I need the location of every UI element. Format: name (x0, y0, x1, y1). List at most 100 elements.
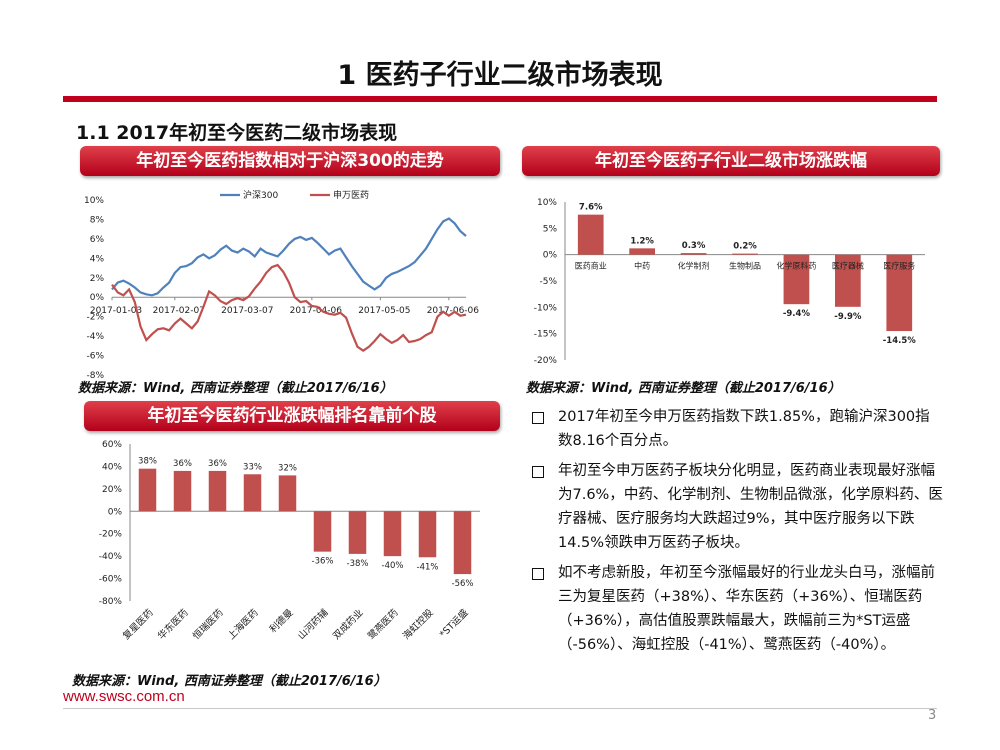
data-label: 38% (138, 457, 157, 467)
bar (453, 511, 472, 575)
bar (348, 511, 367, 554)
data-label: 32% (278, 463, 297, 473)
data-label: 0.2% (733, 242, 757, 252)
checkbox-icon (532, 412, 544, 424)
bar (138, 468, 157, 512)
data-label: 36% (173, 459, 192, 469)
x-tick-label: 2017-03-07 (221, 306, 273, 316)
category-label: 山河药辅 (295, 606, 331, 642)
data-label: -9.9% (834, 312, 862, 322)
data-label: -56% (452, 579, 474, 589)
data-label: -36% (312, 557, 334, 567)
bullet-list: 2017年初至今申万医药指数下跌1.85%，跑输沪深300指数8.16个百分点。… (528, 405, 943, 663)
y-tick-label: -8% (86, 371, 104, 380)
page-number: 3 (928, 708, 937, 723)
bar (313, 511, 332, 552)
data-label: 36% (208, 459, 227, 469)
series-line-申万医药 (111, 263, 467, 353)
x-tick-label: 2017-01-03 (90, 306, 142, 316)
sector-chart-source: 数据来源：Wind, 西南证券整理（截止2017/6/16） (526, 381, 841, 396)
y-tick-label: 10% (84, 196, 104, 206)
bar (835, 254, 861, 307)
category-label: 医疗服务 (883, 261, 915, 271)
bar (243, 474, 262, 512)
x-tick-label: 2017-06-06 (427, 306, 480, 316)
bar (783, 254, 810, 305)
y-tick-label: -5% (539, 277, 557, 287)
legend-label: 沪深300 (243, 189, 278, 201)
y-tick-label: 4% (90, 254, 105, 264)
category-label: 鹭燕医药 (365, 607, 400, 642)
checkbox-icon (532, 466, 544, 478)
category-label: 华东医药 (155, 607, 190, 642)
data-label: -9.4% (783, 309, 811, 319)
data-label: -14.5% (883, 336, 916, 346)
y-tick-label: -10% (534, 303, 558, 313)
category-label: 恒瑞医药 (190, 607, 225, 642)
bullet-item: 年初至今申万医药子板块分化明显，医药商业表现最好涨幅为7.6%，中药、化学制剂、… (528, 459, 943, 555)
y-tick-label: 0% (543, 251, 558, 261)
category-label: 利德曼 (267, 606, 296, 635)
y-tick-label: -60% (99, 575, 123, 585)
y-tick-label: -6% (86, 352, 104, 362)
bullet-item: 2017年初至今申万医药指数下跌1.85%，跑输沪深300指数8.16个百分点。 (528, 405, 943, 453)
stock-chart-banner: 年初至今医药行业涨跌幅排名靠前个股 (84, 401, 500, 431)
y-tick-label: 8% (90, 215, 105, 225)
title-underline (63, 96, 937, 102)
sector-chart-banner: 年初至今医药子行业二级市场涨跌幅 (522, 146, 940, 176)
y-tick-label: 5% (543, 224, 558, 234)
y-tick-label: -80% (99, 597, 123, 607)
category-label: 化学原料药 (776, 261, 816, 271)
category-label: 复星医药 (120, 607, 155, 642)
category-label: 生物制品 (729, 261, 761, 271)
bar (629, 248, 655, 255)
bar (577, 214, 604, 255)
bar (208, 470, 227, 512)
website-link[interactable]: www.swsc.com.cn (63, 688, 185, 705)
line-chart-banner: 年初至今医药指数相对于沪深300的走势 (80, 146, 500, 176)
section-heading: 1.1 2017年初至今医药二级市场表现 (76, 122, 398, 144)
data-label: 33% (243, 462, 262, 472)
y-tick-label: 20% (102, 485, 122, 495)
x-tick-label: 2017-05-05 (358, 306, 410, 316)
bar (732, 253, 758, 255)
line-chart-source: 数据来源：Wind, 西南证券整理（截止2017/6/16） (78, 381, 393, 396)
y-tick-label: 2% (90, 274, 105, 284)
line-chart: 10% 8% 6% 4% 2% 0% -2% -4% -6% -8% 2017-01-03 2017-… (84, 189, 480, 380)
y-tick-label: 0% (108, 507, 123, 517)
data-label: 1.2% (630, 236, 654, 246)
y-tick-label: 60% (102, 440, 122, 450)
bar (886, 254, 913, 332)
data-label: 0.3% (682, 241, 706, 251)
stock-chart-source: 数据来源：Wind, 西南证券整理（截止2017/6/16） (72, 674, 387, 689)
stock-bar-chart: 60% 40% 20% 0% -20% -40% -60% -80% 38% 复星医药 36% 华东医… (99, 440, 480, 642)
bar (383, 511, 402, 557)
category-label: *ST运盛 (437, 606, 471, 640)
sector-bar-chart: 10% 5% 0% -5% -10% -15% -20% 7.6% 医药商业 1.2% 中药 0.3%… (534, 198, 925, 366)
checkbox-icon (532, 568, 544, 580)
x-tick-label: 2017-04-06 (290, 306, 343, 316)
y-tick-label: 40% (102, 462, 122, 472)
y-tick-label: 6% (90, 235, 105, 245)
y-tick-label: -15% (534, 330, 558, 340)
bar (680, 253, 707, 255)
data-label: -38% (347, 559, 369, 569)
y-tick-label: -20% (99, 530, 123, 540)
category-label: 上海医药 (225, 607, 260, 642)
category-label: 医药商业 (575, 261, 607, 271)
legend-label: 申万医药 (333, 189, 369, 201)
category-label: 中药 (634, 261, 650, 271)
bullet-item: 如不考虑新股，年初至今涨幅最好的行业龙头白马，涨幅前三为复星医药（+38%）、华… (528, 561, 943, 657)
page-title: 1 医药子行业二级市场表现 (337, 60, 663, 91)
data-label: 7.6% (579, 203, 603, 213)
footer-divider (63, 708, 937, 709)
y-tick-label: -40% (99, 552, 123, 562)
series-line-沪深300 (111, 217, 467, 297)
category-label: 化学制剂 (678, 261, 710, 271)
category-label: 双成药业 (330, 607, 365, 642)
bar (418, 511, 437, 558)
y-tick-label: -2% (86, 313, 104, 323)
bar (278, 475, 297, 512)
category-label: 医疗器械 (832, 261, 864, 271)
category-label: 海虹控股 (400, 606, 436, 642)
